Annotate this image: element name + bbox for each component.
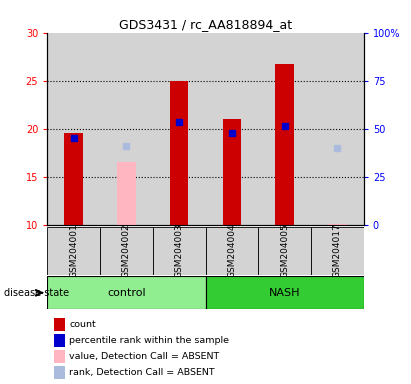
FancyBboxPatch shape [100, 227, 153, 275]
Text: value, Detection Call = ABSENT: value, Detection Call = ABSENT [69, 352, 219, 361]
Bar [223, 119, 241, 225]
FancyBboxPatch shape [153, 227, 206, 275]
Text: GSM204004: GSM204004 [227, 223, 236, 278]
Bar [53, 350, 65, 363]
Text: GSM204005: GSM204005 [280, 223, 289, 278]
Bar [100, 33, 153, 225]
Text: rank, Detection Call = ABSENT: rank, Detection Call = ABSENT [69, 368, 215, 377]
Bar [258, 33, 311, 225]
Bar [206, 33, 258, 225]
FancyBboxPatch shape [206, 227, 258, 275]
Text: GSM204001: GSM204001 [69, 223, 78, 278]
Text: GSM204002: GSM204002 [122, 223, 131, 278]
Bar [53, 334, 65, 347]
Bar [53, 318, 65, 331]
Bar [53, 366, 65, 379]
Text: GSM204003: GSM204003 [175, 223, 184, 278]
Text: disease state: disease state [4, 288, 69, 298]
FancyBboxPatch shape [311, 227, 364, 275]
FancyBboxPatch shape [258, 227, 311, 275]
Text: percentile rank within the sample: percentile rank within the sample [69, 336, 229, 345]
FancyBboxPatch shape [47, 276, 206, 309]
FancyBboxPatch shape [206, 276, 364, 309]
Bar [47, 33, 100, 225]
Title: GDS3431 / rc_AA818894_at: GDS3431 / rc_AA818894_at [119, 18, 292, 31]
Bar [117, 162, 136, 225]
Bar [153, 33, 206, 225]
Bar [170, 81, 188, 225]
Text: control: control [107, 288, 145, 298]
Bar [328, 224, 346, 225]
Text: count: count [69, 319, 96, 329]
Bar [311, 33, 364, 225]
Text: NASH: NASH [269, 288, 300, 298]
Text: GSM204017: GSM204017 [333, 223, 342, 278]
FancyBboxPatch shape [47, 227, 100, 275]
Bar [65, 134, 83, 225]
Bar [275, 65, 294, 225]
